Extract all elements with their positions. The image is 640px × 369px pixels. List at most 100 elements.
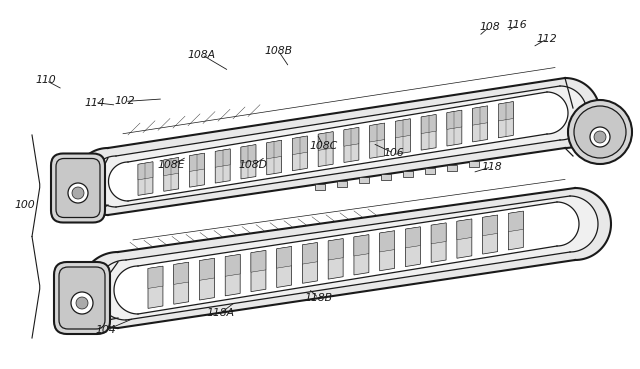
Polygon shape <box>380 231 395 271</box>
Polygon shape <box>447 110 462 130</box>
Circle shape <box>530 78 600 148</box>
Circle shape <box>526 92 568 134</box>
Polygon shape <box>318 132 333 166</box>
Polygon shape <box>421 114 436 134</box>
Polygon shape <box>215 149 230 183</box>
Polygon shape <box>173 262 189 304</box>
Polygon shape <box>447 110 462 146</box>
Polygon shape <box>138 202 557 314</box>
Polygon shape <box>370 123 385 158</box>
Polygon shape <box>457 219 472 258</box>
Polygon shape <box>405 227 420 266</box>
Circle shape <box>590 127 610 147</box>
Polygon shape <box>473 106 488 125</box>
FancyBboxPatch shape <box>54 262 110 334</box>
Polygon shape <box>241 145 256 163</box>
Circle shape <box>574 106 626 158</box>
Polygon shape <box>354 235 369 275</box>
Circle shape <box>72 187 84 199</box>
Polygon shape <box>189 153 204 187</box>
Polygon shape <box>303 242 317 283</box>
Circle shape <box>68 183 88 203</box>
Polygon shape <box>469 161 479 167</box>
Polygon shape <box>292 136 307 171</box>
Text: 106: 106 <box>383 148 404 158</box>
Polygon shape <box>138 162 153 196</box>
Polygon shape <box>200 258 214 300</box>
Polygon shape <box>189 153 204 172</box>
Polygon shape <box>457 219 472 240</box>
Polygon shape <box>431 223 446 262</box>
Polygon shape <box>473 106 488 142</box>
Polygon shape <box>128 92 547 201</box>
Polygon shape <box>148 266 163 308</box>
Polygon shape <box>164 158 179 176</box>
Polygon shape <box>251 251 266 292</box>
Text: 118A: 118A <box>207 308 235 318</box>
Polygon shape <box>380 231 395 252</box>
Polygon shape <box>344 127 359 162</box>
Text: 110: 110 <box>36 75 56 86</box>
Text: 108: 108 <box>479 21 500 32</box>
Polygon shape <box>337 181 347 187</box>
Circle shape <box>74 148 141 215</box>
Polygon shape <box>396 119 410 154</box>
Circle shape <box>539 188 611 260</box>
Text: 114: 114 <box>84 97 105 108</box>
Circle shape <box>76 297 88 309</box>
Polygon shape <box>328 239 343 260</box>
Polygon shape <box>508 211 524 250</box>
Polygon shape <box>381 174 391 180</box>
Text: 112: 112 <box>537 34 557 44</box>
Text: 118B: 118B <box>305 293 333 303</box>
Polygon shape <box>483 215 497 236</box>
Text: 108D: 108D <box>238 160 268 170</box>
Polygon shape <box>405 227 420 248</box>
Polygon shape <box>328 239 343 279</box>
Circle shape <box>594 131 606 143</box>
Circle shape <box>114 266 162 314</box>
Polygon shape <box>173 262 189 284</box>
FancyBboxPatch shape <box>59 267 105 329</box>
Circle shape <box>109 162 147 201</box>
Polygon shape <box>108 78 565 215</box>
Circle shape <box>71 292 93 314</box>
Polygon shape <box>225 254 240 276</box>
Polygon shape <box>359 177 369 183</box>
Text: 104: 104 <box>95 325 116 335</box>
Polygon shape <box>292 136 307 155</box>
Polygon shape <box>118 188 575 328</box>
Polygon shape <box>200 258 214 280</box>
Circle shape <box>90 156 141 207</box>
Text: 108C: 108C <box>309 141 337 151</box>
Polygon shape <box>267 140 282 175</box>
Polygon shape <box>241 145 256 179</box>
Text: 108E: 108E <box>158 160 185 170</box>
Polygon shape <box>138 162 153 180</box>
Polygon shape <box>370 123 385 142</box>
Polygon shape <box>447 165 457 170</box>
Polygon shape <box>354 235 369 256</box>
Text: 118: 118 <box>481 162 502 172</box>
Text: 108A: 108A <box>188 49 216 60</box>
Circle shape <box>535 202 579 246</box>
Polygon shape <box>508 211 524 232</box>
Polygon shape <box>164 158 179 191</box>
Polygon shape <box>116 86 560 207</box>
Polygon shape <box>303 242 317 264</box>
Polygon shape <box>225 254 240 296</box>
Polygon shape <box>276 246 292 287</box>
FancyBboxPatch shape <box>51 154 105 223</box>
Polygon shape <box>425 168 435 174</box>
Circle shape <box>568 100 632 164</box>
Circle shape <box>80 252 156 328</box>
Circle shape <box>542 196 598 252</box>
Circle shape <box>96 260 156 320</box>
Text: 108B: 108B <box>264 46 292 56</box>
Polygon shape <box>421 114 436 150</box>
Polygon shape <box>499 101 513 138</box>
Polygon shape <box>318 132 333 151</box>
Polygon shape <box>126 196 570 320</box>
Polygon shape <box>276 246 292 268</box>
Polygon shape <box>396 119 410 138</box>
